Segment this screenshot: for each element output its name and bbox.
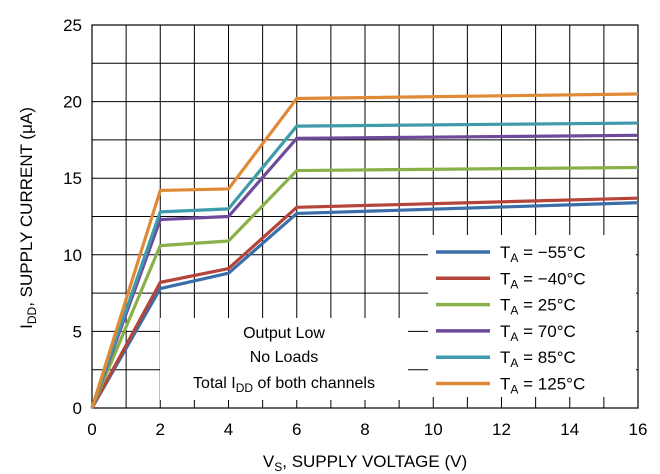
series-line bbox=[90, 165, 639, 409]
x-tick-label: 12 bbox=[492, 420, 511, 439]
y-tick-label: 0 bbox=[73, 399, 82, 418]
series-line bbox=[90, 133, 639, 409]
legend-label: TA = 125°C bbox=[500, 375, 585, 397]
x-tick-label: 0 bbox=[87, 420, 96, 439]
annotation-line-1: Output Low bbox=[243, 325, 325, 342]
plot-frame bbox=[91, 24, 639, 409]
annotation-line-3: Total IDD of both channels bbox=[193, 375, 375, 395]
legend-background bbox=[428, 235, 636, 397]
series-line bbox=[90, 196, 639, 409]
legend-label: TA = 85°C bbox=[500, 348, 576, 370]
annotation-line-2: No Loads bbox=[250, 349, 319, 366]
x-tick-label: 8 bbox=[360, 420, 369, 439]
series-layer bbox=[90, 92, 639, 409]
legend-label: TA = −40°C bbox=[500, 269, 586, 291]
x-tick-label: 14 bbox=[560, 420, 579, 439]
annotation: Output Low No Loads Total IDD of both ch… bbox=[160, 318, 408, 400]
y-axis-label: IDD, SUPPLY CURRENT (μA) bbox=[17, 107, 39, 329]
series-line bbox=[90, 92, 639, 409]
series-line bbox=[90, 121, 639, 409]
legend-label: TA = 25°C bbox=[500, 296, 576, 318]
y-tick-label: 15 bbox=[63, 169, 82, 188]
series-line bbox=[90, 201, 639, 409]
x-tick-labels: 0 2 4 6 8 10 12 14 16 bbox=[87, 420, 647, 439]
x-tick-label: 16 bbox=[629, 420, 648, 439]
y-tick-label: 5 bbox=[73, 322, 82, 341]
y-tick-label: 10 bbox=[63, 246, 82, 265]
x-tick-label: 4 bbox=[224, 420, 233, 439]
x-tick-label: 10 bbox=[424, 420, 443, 439]
legend-label: TA = −55°C bbox=[500, 243, 586, 265]
x-tick-label: 6 bbox=[292, 420, 301, 439]
annotation-background bbox=[160, 318, 408, 400]
x-tick-label: 2 bbox=[156, 420, 165, 439]
x-axis-label: VS, SUPPLY VOLTAGE (V) bbox=[263, 452, 467, 474]
y-tick-labels: 0 5 10 15 20 25 bbox=[63, 16, 82, 418]
legend-label: TA = 70°C bbox=[500, 322, 576, 344]
legend: TA = −55°C TA = −40°C TA = 25°C TA = 70°C TA… bbox=[428, 235, 636, 397]
y-tick-label: 25 bbox=[63, 16, 82, 35]
y-tick-label: 20 bbox=[63, 93, 82, 112]
